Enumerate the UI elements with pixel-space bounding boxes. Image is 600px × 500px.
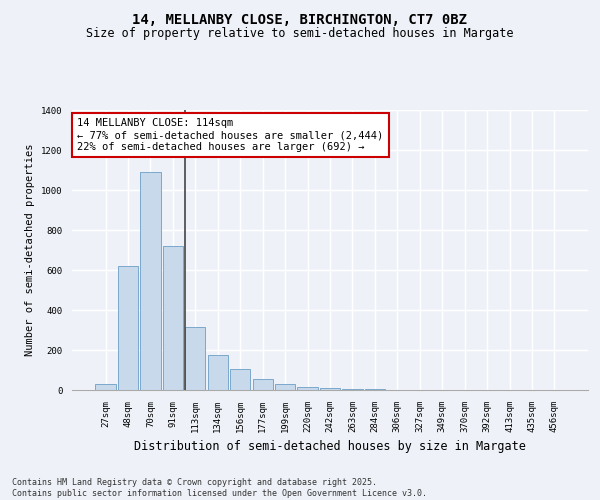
- Y-axis label: Number of semi-detached properties: Number of semi-detached properties: [25, 144, 35, 356]
- Text: 14 MELLANBY CLOSE: 114sqm
← 77% of semi-detached houses are smaller (2,444)
22% : 14 MELLANBY CLOSE: 114sqm ← 77% of semi-…: [77, 118, 383, 152]
- Bar: [230, 369, 250, 390]
- Text: 14, MELLANBY CLOSE, BIRCHINGTON, CT7 0BZ: 14, MELLANBY CLOSE, BIRCHINGTON, CT7 0BZ: [133, 12, 467, 26]
- Bar: [95, 384, 116, 390]
- Text: Size of property relative to semi-detached houses in Margate: Size of property relative to semi-detach…: [86, 28, 514, 40]
- X-axis label: Distribution of semi-detached houses by size in Margate: Distribution of semi-detached houses by …: [134, 440, 526, 454]
- Bar: [118, 266, 138, 390]
- Bar: [140, 172, 161, 390]
- Text: Contains HM Land Registry data © Crown copyright and database right 2025.
Contai: Contains HM Land Registry data © Crown c…: [12, 478, 427, 498]
- Bar: [320, 388, 340, 390]
- Bar: [343, 389, 362, 390]
- Bar: [185, 327, 205, 390]
- Bar: [208, 355, 228, 390]
- Bar: [253, 379, 273, 390]
- Bar: [163, 246, 183, 390]
- Bar: [298, 387, 317, 390]
- Bar: [275, 384, 295, 390]
